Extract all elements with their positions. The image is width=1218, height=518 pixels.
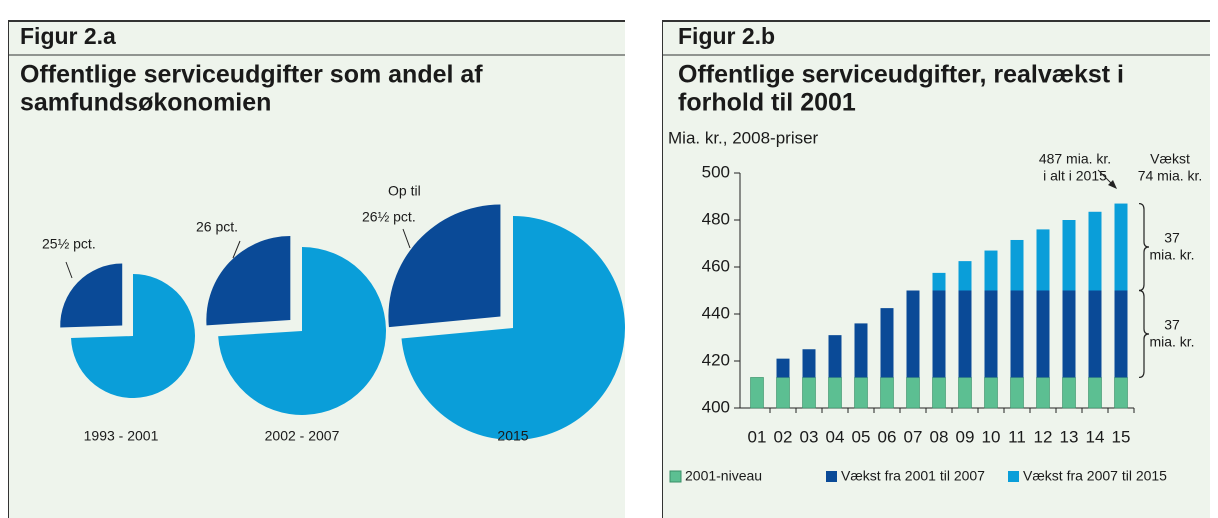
brace [1138, 289, 1150, 379]
data-label: 26½ pct. [362, 209, 416, 225]
legend-swatch [1008, 471, 1019, 482]
x-tick-label: 10 [982, 427, 1001, 446]
bar-segment [854, 377, 868, 409]
legend-swatch [669, 470, 682, 483]
leader-line [232, 240, 241, 259]
annotation: mia. kr. [1149, 247, 1194, 263]
x-tick-label: 07 [904, 427, 923, 446]
bar-segment [776, 377, 790, 409]
legend-label: Vækst fra 2001 til 2007 [841, 468, 985, 484]
data-label: 25½ pct. [42, 236, 96, 252]
y-tick-label: 500 [702, 162, 730, 181]
x-tick-label: 13 [1060, 427, 1079, 446]
bar-segment [802, 349, 816, 378]
figure-label: Figur 2.b [678, 23, 775, 49]
y-tick-label: 480 [702, 209, 730, 228]
brace [1138, 202, 1150, 292]
y-tick-label: 440 [702, 303, 730, 322]
annotation: 37 [1164, 317, 1180, 333]
legend-label: 2001-niveau [685, 468, 762, 484]
bar-segment [1036, 290, 1050, 378]
bar-segment [1010, 377, 1024, 409]
leader-line [65, 261, 73, 279]
annotation: Op til [388, 183, 421, 199]
bar-segment [1088, 377, 1102, 409]
annotation: i alt i 2015 [1043, 168, 1107, 184]
y-tick-label: 400 [702, 397, 730, 416]
category-label: 2015 [497, 428, 528, 444]
bar-segment [1036, 229, 1050, 291]
bar-segment [958, 377, 972, 409]
bar-segment [854, 323, 868, 378]
legend-swatch [826, 471, 837, 482]
annotation: mia. kr. [1149, 334, 1194, 350]
y-tick-label: 420 [702, 350, 730, 369]
chart-title: samfundsøkonomien [20, 89, 271, 117]
chart-title: Offentlige serviceudgifter, realvækst i [678, 61, 1124, 89]
x-tick-label: 09 [956, 427, 975, 446]
bar-segment [880, 377, 894, 409]
pie-rest [71, 274, 195, 399]
bar-segment [1036, 377, 1050, 409]
bar-segment [958, 290, 972, 378]
bar-segment [828, 377, 842, 409]
x-tick-label: 08 [930, 427, 949, 446]
x-tick-label: 04 [826, 427, 845, 446]
annotation: 487 mia. kr. [1039, 151, 1111, 167]
bar-segment [984, 250, 998, 291]
x-tick-label: 15 [1112, 427, 1131, 446]
bar-segment [776, 358, 790, 378]
bar-segment [1062, 377, 1076, 409]
arrow-head [1108, 180, 1117, 189]
annotation: 37 [1164, 230, 1180, 246]
x-tick-label: 03 [800, 427, 819, 446]
bar-segment [1062, 290, 1076, 378]
x-tick-label: 02 [774, 427, 793, 446]
annotation: Vækst [1150, 151, 1190, 167]
pie-slice [60, 263, 123, 328]
bar-segment [984, 290, 998, 378]
x-tick-label: 05 [852, 427, 871, 446]
pie-rest [218, 247, 387, 415]
bar-segment [1114, 377, 1128, 409]
chart-title: Offentlige serviceudgifter som andel af [20, 61, 483, 89]
bar-segment [1062, 220, 1076, 291]
bar-segment [802, 377, 816, 409]
annotation: 74 mia. kr. [1138, 168, 1203, 184]
x-tick-label: 12 [1034, 427, 1053, 446]
bar-segment [906, 377, 920, 409]
leader-line [402, 228, 411, 249]
y-axis-label: Mia. kr., 2008-priser [668, 128, 819, 147]
pie-slice [388, 204, 501, 328]
figure-label: Figur 2.a [20, 23, 116, 49]
bar-segment [984, 377, 998, 409]
y-tick-label: 460 [702, 256, 730, 275]
data-label: 26 pct. [196, 219, 238, 235]
bar-segment [932, 290, 946, 378]
bar-segment [1010, 239, 1024, 291]
x-tick-label: 11 [1008, 427, 1026, 446]
bar-segment [932, 272, 946, 291]
bar-segment [1010, 290, 1024, 378]
pie-rest [401, 216, 626, 440]
category-label: 2002 - 2007 [265, 428, 340, 444]
bar-segment [1114, 290, 1128, 378]
bar-segment [1088, 211, 1102, 291]
x-tick-label: 01 [748, 427, 767, 446]
bar-segment [828, 335, 842, 378]
chart-title: forhold til 2001 [678, 89, 856, 117]
bar-segment [906, 290, 920, 378]
category-label: 1993 - 2001 [84, 428, 159, 444]
bar-segment [932, 377, 946, 409]
bar-segment [750, 377, 764, 409]
x-tick-label: 14 [1086, 427, 1105, 446]
pie-slice [206, 236, 291, 326]
bar-segment [958, 261, 972, 291]
bar-segment [1088, 290, 1102, 378]
bar-segment [1114, 203, 1128, 291]
bar-segment [880, 308, 894, 378]
legend-label: Vækst fra 2007 til 2015 [1023, 468, 1167, 484]
x-tick-label: 06 [878, 427, 897, 446]
